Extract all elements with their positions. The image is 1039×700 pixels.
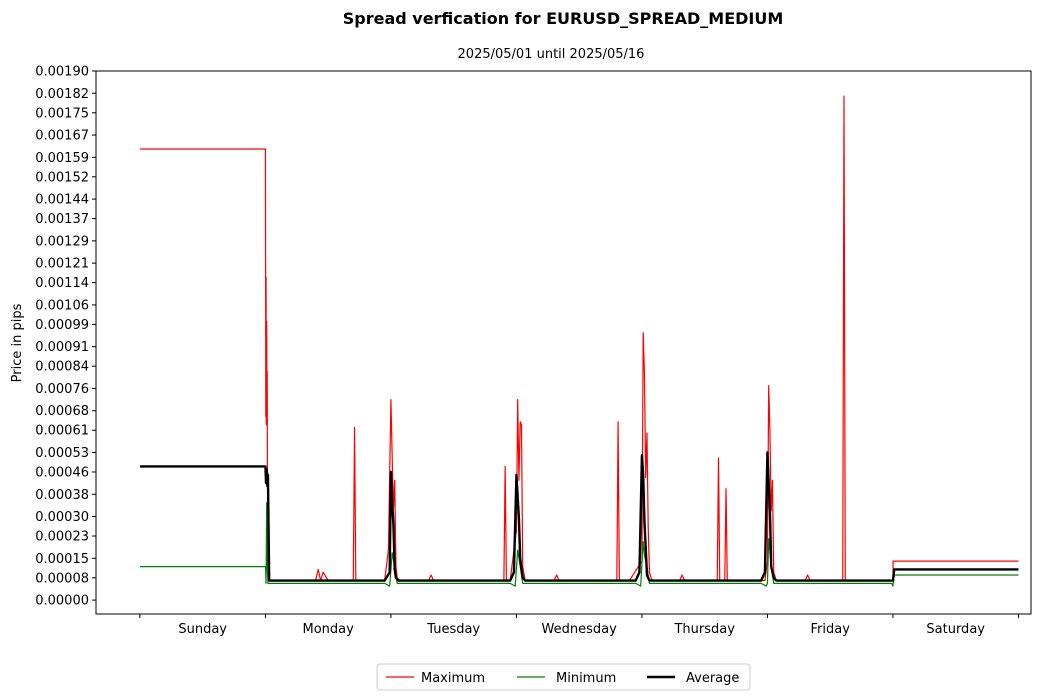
y-tick-label: 0.00152 [35, 170, 89, 185]
y-tick-label: 0.00061 [35, 424, 89, 439]
axes-group: 0.00000 0.00008 0.00015 0.00023 0.00030 0.000… [35, 65, 1019, 637]
x-tick-label: Saturday [926, 622, 985, 637]
y-tick-label: 0.00106 [35, 298, 89, 313]
y-tick-label: 0.00167 [35, 129, 89, 144]
x-tick-label: Thursday [673, 622, 735, 637]
legend-maximum-label: Maximum [421, 671, 485, 686]
y-tick-label: 0.00068 [35, 404, 89, 419]
y-tick-label: 0.00159 [35, 151, 89, 166]
legend-average-label: Average [686, 671, 739, 686]
y-tick-label: 0.00091 [35, 340, 89, 355]
x-tick-label: Sunday [178, 622, 227, 637]
y-tick-label: 0.00084 [35, 360, 89, 375]
legend[interactable]: Maximum Minimum Average [376, 663, 751, 691]
y-axis-label: Price in pips [10, 303, 25, 382]
y-tick-label: 0.00008 [35, 571, 89, 586]
y-tick-label: 0.00137 [35, 212, 89, 227]
y-tick-label: 0.00129 [35, 234, 89, 249]
y-tick-label: 0.00015 [35, 552, 89, 567]
x-tick-label: Monday [303, 622, 355, 637]
y-tick-label: 0.00000 [35, 594, 89, 609]
series-maximum-line [139, 95, 1019, 582]
series-minimum-line [139, 502, 1019, 587]
y-tick-label: 0.00121 [35, 257, 89, 272]
x-tick-label: Tuesday [426, 622, 480, 637]
chart-title: Spread verfication for EURUSD_SPREAD_MED… [343, 9, 784, 28]
y-tick-label: 0.00038 [35, 488, 89, 503]
x-tick-label: Wednesday [542, 622, 618, 637]
y-tick-label: 0.00046 [35, 465, 89, 480]
chart-subtitle: 2025/05/01 until 2025/05/16 [458, 47, 645, 62]
y-tick-label: 0.00190 [35, 65, 89, 80]
y-tick-label: 0.00175 [35, 106, 89, 121]
legend-box [376, 663, 751, 691]
y-tick-label: 0.00023 [35, 530, 89, 545]
series-average-line [139, 451, 1019, 582]
y-tick-label: 0.00114 [35, 276, 89, 291]
y-tick-label: 0.00182 [35, 87, 89, 102]
y-tick-label: 0.00099 [35, 318, 89, 333]
y-tick-label: 0.00053 [35, 446, 89, 461]
y-tick-label: 0.00030 [35, 510, 89, 525]
plot-frame [95, 70, 1032, 615]
legend-minimum-label: Minimum [556, 671, 616, 686]
plot-lines [139, 95, 1019, 587]
y-tick-label: 0.00144 [35, 193, 89, 208]
x-tick-label: Friday [810, 622, 850, 637]
y-tick-label: 0.00076 [35, 382, 89, 397]
